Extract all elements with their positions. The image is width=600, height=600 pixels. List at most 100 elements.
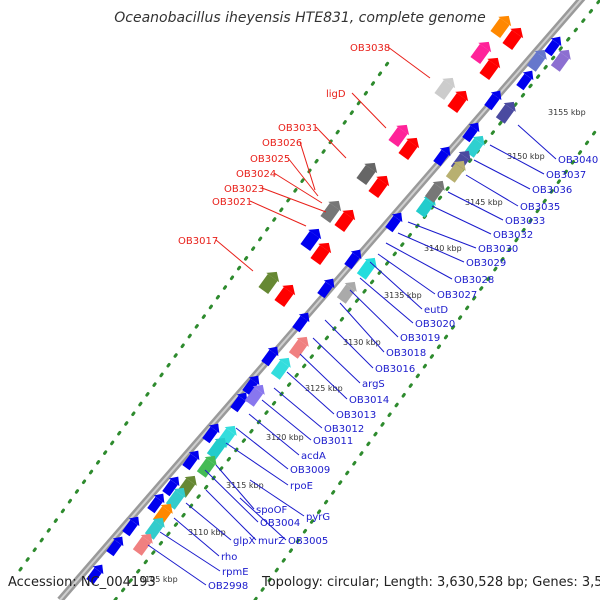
forward-label-leader bbox=[351, 92, 387, 129]
gene-arrowhead bbox=[522, 70, 534, 81]
reverse-label-leader bbox=[286, 371, 335, 415]
reverse-label-leader bbox=[299, 353, 348, 400]
gene-arrowhead bbox=[432, 180, 445, 191]
reverse-label: glpX bbox=[233, 536, 255, 547]
reverse-label-leader bbox=[465, 174, 519, 207]
reverse-label-leader bbox=[339, 302, 385, 353]
gene-body bbox=[106, 539, 122, 557]
forward-label: OB3031 bbox=[278, 123, 318, 134]
reverse-label-leader bbox=[377, 253, 436, 295]
gene-arrowhead bbox=[267, 346, 279, 357]
gene-arrowhead bbox=[278, 357, 291, 368]
gene-arrowhead bbox=[152, 517, 165, 528]
reverse-gene-colored bbox=[526, 49, 547, 72]
gene-arrowhead bbox=[350, 249, 362, 260]
gene-body bbox=[317, 281, 333, 299]
forward-label-leader bbox=[287, 157, 319, 197]
gene-body bbox=[479, 60, 499, 80]
gene-arrowhead bbox=[296, 336, 309, 347]
gene-body bbox=[261, 349, 277, 367]
forward-label: OB3024 bbox=[236, 169, 276, 180]
reverse-label: OB3027 bbox=[437, 290, 477, 301]
reverse-label: rho bbox=[221, 552, 237, 563]
reverse-label-leader bbox=[159, 531, 221, 572]
gene-arrowhead bbox=[208, 423, 220, 434]
reverse-label: rpmE bbox=[222, 567, 249, 578]
kbp-ticks: 3105 kbp 3110 kbp 3115 kbp 3120 kbp 3125 kbp… bbox=[140, 108, 586, 584]
reverse-label-leader bbox=[273, 387, 323, 429]
reverse-label: OB3019 bbox=[400, 333, 440, 344]
gene-body bbox=[550, 52, 570, 72]
gene-arrowhead bbox=[364, 162, 378, 174]
forward-gene bbox=[502, 27, 524, 50]
gene-arrowhead bbox=[490, 90, 502, 101]
gene-arrowhead bbox=[453, 160, 466, 171]
reverse-label-leader bbox=[249, 479, 305, 517]
gene-arrowhead bbox=[248, 375, 260, 386]
accession-text: Accession: NC_004193 bbox=[8, 575, 156, 590]
reverse-gene bbox=[484, 90, 502, 111]
forward-gene bbox=[310, 242, 332, 265]
reverse-label: OB3014 bbox=[349, 395, 389, 406]
gene-body bbox=[484, 93, 500, 111]
reverse-gene bbox=[462, 122, 480, 143]
reverse-gene bbox=[202, 423, 220, 444]
gene-body bbox=[433, 149, 449, 167]
reverse-label: OB3009 bbox=[290, 465, 330, 476]
reverse-gene-colored bbox=[445, 160, 466, 183]
reverse-label: murZ bbox=[258, 536, 285, 547]
gene-arrowhead bbox=[140, 533, 153, 544]
reverse-label: acdA bbox=[301, 451, 326, 462]
reverse-label: rpoE bbox=[290, 481, 313, 492]
gene-arrowhead bbox=[160, 503, 173, 514]
reverse-label: OB3013 bbox=[336, 410, 376, 421]
forward-gene bbox=[398, 137, 420, 160]
kbp-tick-label: 3110 kbp bbox=[188, 528, 226, 537]
gene-arrowhead bbox=[468, 122, 480, 133]
reverse-gene bbox=[230, 392, 248, 413]
gene-body bbox=[526, 52, 546, 72]
reverse-gene-colored bbox=[424, 180, 445, 203]
reverse-gene bbox=[182, 450, 200, 471]
gene-arrowhead bbox=[487, 57, 501, 69]
kbp-tick-label: 3125 kbp bbox=[305, 384, 343, 393]
reverse-gene-colored bbox=[288, 336, 309, 359]
reverse-label-leader bbox=[312, 337, 361, 384]
kbp-tick-label: 3105 kbp bbox=[140, 575, 178, 584]
gene-body bbox=[544, 39, 560, 57]
kbp-tick-label: 3115 kbp bbox=[226, 481, 264, 490]
gene-arrowhead bbox=[406, 137, 420, 149]
gene-body bbox=[398, 140, 418, 160]
gene-features bbox=[86, 15, 571, 585]
gene-body bbox=[447, 93, 467, 113]
gene-body bbox=[206, 440, 226, 460]
reverse-label: OB3029 bbox=[466, 258, 506, 269]
reverse-label: OB2998 bbox=[208, 581, 248, 592]
reverse-label: OB3016 bbox=[375, 364, 415, 375]
reverse-label: argS bbox=[362, 379, 385, 390]
reverse-gene-colored bbox=[495, 101, 516, 124]
reverse-label: OB3012 bbox=[324, 424, 364, 435]
reverse-label: eutD bbox=[424, 305, 448, 316]
forward-gene bbox=[388, 124, 410, 147]
reverse-gene bbox=[86, 564, 104, 585]
kbp-tick-label: 3145 kbp bbox=[465, 198, 503, 207]
reverse-label-leader bbox=[173, 517, 220, 557]
reverse-gene bbox=[433, 146, 451, 167]
forward-label-leader bbox=[273, 172, 323, 204]
gene-body bbox=[292, 315, 308, 333]
gene-arrowhead bbox=[308, 228, 322, 240]
forward-gene bbox=[490, 15, 512, 38]
reverse-label: OB3004 bbox=[260, 518, 300, 529]
reverse-label-leader bbox=[235, 427, 289, 470]
forward-gene bbox=[470, 41, 492, 64]
dotted-line bbox=[18, 58, 392, 572]
reverse-label: OB3011 bbox=[313, 436, 353, 447]
forward-label: OB3038 bbox=[350, 43, 390, 54]
gene-body bbox=[470, 44, 490, 64]
gene-arrowhead bbox=[391, 212, 403, 223]
reverse-gene bbox=[317, 278, 335, 299]
gene-body bbox=[230, 395, 246, 413]
gene-body bbox=[356, 260, 376, 280]
